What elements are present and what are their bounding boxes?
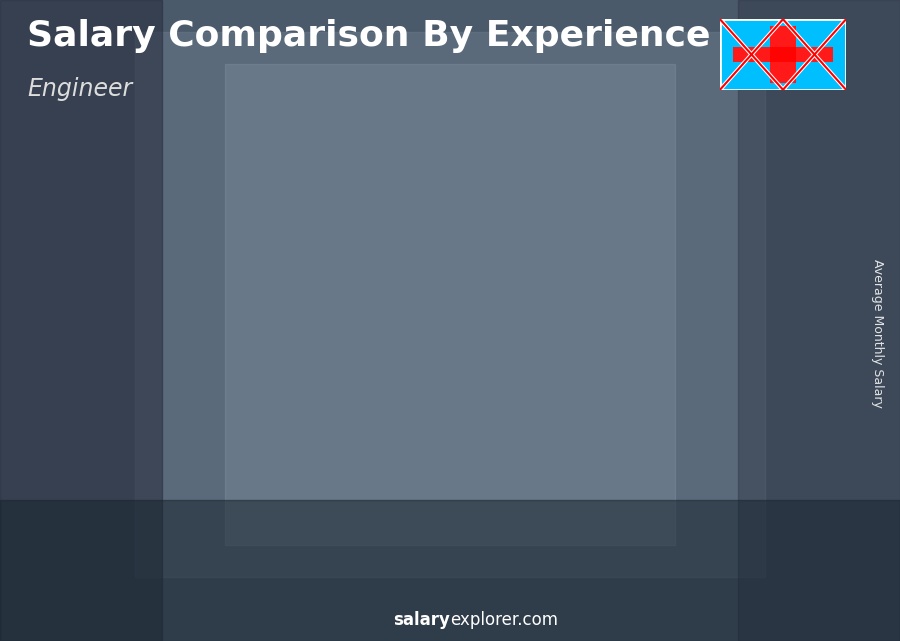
Polygon shape: [778, 177, 793, 564]
Polygon shape: [406, 295, 422, 564]
Polygon shape: [334, 309, 406, 564]
Polygon shape: [458, 253, 529, 564]
Text: +48%: +48%: [270, 249, 346, 272]
Text: +8%: +8%: [650, 126, 709, 149]
Text: 3,180 FJD: 3,180 FJD: [202, 410, 291, 428]
Polygon shape: [529, 236, 545, 564]
Bar: [135, 32, 765, 577]
Text: 6,240 FJD: 6,240 FJD: [572, 263, 662, 281]
Text: salary: salary: [393, 612, 450, 629]
Text: 5 to 10: 5 to 10: [335, 597, 405, 615]
Text: +9%: +9%: [526, 156, 586, 181]
Text: +34%: +34%: [146, 339, 222, 363]
Polygon shape: [706, 177, 793, 197]
Text: 5,730 FJD: 5,730 FJD: [449, 287, 538, 305]
Bar: [770, 26, 796, 83]
Text: 6,760 FJD: 6,760 FJD: [697, 237, 786, 255]
Polygon shape: [158, 428, 174, 564]
Polygon shape: [282, 382, 298, 564]
Bar: [770, 26, 796, 83]
Text: Salary Comparison By Experience: Salary Comparison By Experience: [27, 19, 710, 53]
Polygon shape: [581, 206, 670, 225]
Text: 20+ Years: 20+ Years: [690, 597, 792, 615]
Bar: [0, 500, 900, 641]
Text: Engineer: Engineer: [27, 77, 132, 101]
Text: 2 to 5: 2 to 5: [217, 597, 275, 615]
Text: < 2 Years: < 2 Years: [75, 597, 170, 615]
Polygon shape: [210, 382, 298, 392]
Bar: [733, 47, 833, 62]
Bar: [745, 40, 821, 69]
Text: Average Monthly Salary: Average Monthly Salary: [871, 259, 884, 408]
Bar: [738, 0, 900, 641]
Text: 15 to 20: 15 to 20: [576, 597, 659, 615]
Polygon shape: [581, 225, 653, 564]
Polygon shape: [334, 295, 422, 309]
Polygon shape: [86, 435, 158, 564]
Text: 10 to 15: 10 to 15: [452, 597, 536, 615]
Polygon shape: [653, 206, 670, 564]
Text: +22%: +22%: [393, 187, 470, 211]
Text: explorer.com: explorer.com: [450, 612, 558, 629]
Polygon shape: [458, 236, 545, 253]
Text: 4,700 FJD: 4,700 FJD: [325, 337, 415, 355]
Bar: [225, 64, 675, 545]
Polygon shape: [86, 428, 174, 435]
Polygon shape: [706, 197, 778, 564]
Polygon shape: [210, 392, 282, 564]
Bar: [733, 47, 833, 62]
Bar: [0, 0, 162, 641]
Text: 2,380 FJD: 2,380 FJD: [77, 449, 166, 467]
